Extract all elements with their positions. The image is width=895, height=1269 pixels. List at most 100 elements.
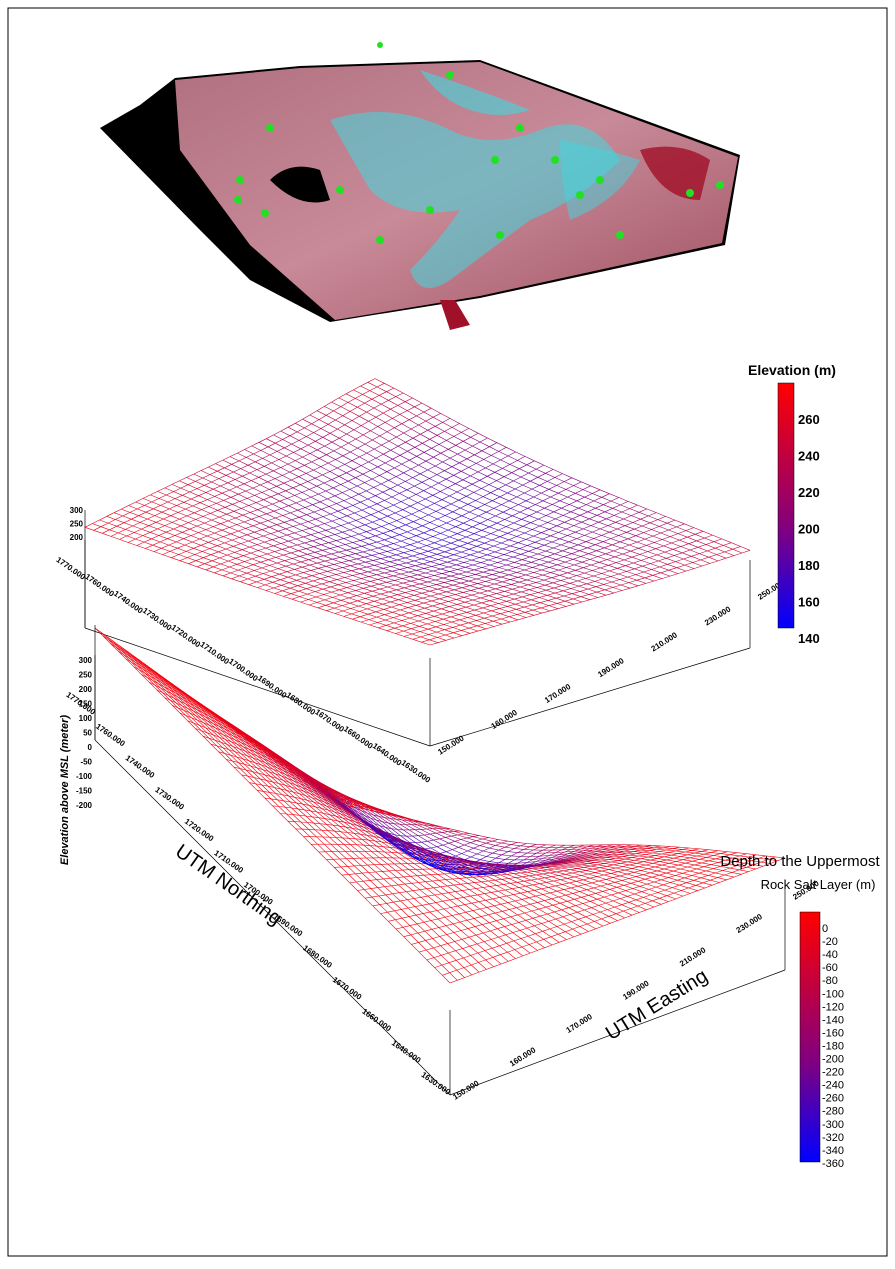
wireframe-line <box>401 498 409 502</box>
wireframe-line <box>210 471 217 474</box>
wireframe-line <box>630 586 638 588</box>
wireframe-line <box>445 630 454 633</box>
wireframe-line <box>278 531 287 535</box>
wireframe-line <box>283 516 292 520</box>
wireframe-line <box>429 554 437 556</box>
wireframe-line <box>400 900 407 901</box>
wireframe-line <box>355 394 362 398</box>
wireframe-line <box>418 575 427 578</box>
wireframe-line <box>448 530 457 534</box>
wireframe-line <box>342 532 351 536</box>
wireframe-line <box>378 620 386 623</box>
wireframe-line <box>446 555 454 558</box>
wireframe-line <box>358 448 367 453</box>
wireframe-line <box>684 524 693 528</box>
wireframe-line <box>316 517 324 520</box>
wireframe-line <box>454 432 461 436</box>
wireframe-line <box>154 548 161 551</box>
wireframe-line <box>216 539 225 543</box>
wireframe-line <box>465 488 474 492</box>
wireframe-line <box>333 559 342 562</box>
wireframe-line <box>480 480 489 484</box>
wireframe-line <box>424 567 432 569</box>
wireframe-line <box>387 582 396 585</box>
wireframe-line <box>399 603 407 605</box>
wireframe-line <box>594 497 602 501</box>
wireframe-line <box>540 565 549 568</box>
wireframe-line <box>328 460 335 464</box>
wireframe-line <box>296 500 303 503</box>
wireframe-line <box>213 527 222 531</box>
wireframe-line <box>489 481 497 485</box>
wireframe-line <box>428 430 437 435</box>
wireframe-line <box>438 560 447 563</box>
wireframe-line <box>611 501 620 505</box>
wireframe-line <box>478 472 487 476</box>
wireframe-line <box>168 502 177 506</box>
wireframe-line <box>320 537 328 539</box>
wireframe-line <box>596 505 604 509</box>
wireframe-line <box>468 615 476 617</box>
wireframe-line <box>557 565 566 568</box>
wireframe-line <box>391 567 400 570</box>
wireframe-line <box>654 579 662 581</box>
wireframe-line <box>453 508 461 512</box>
wireframe-line <box>350 882 357 883</box>
wireframe-line <box>435 622 444 625</box>
wireframe-line <box>406 525 415 529</box>
wireframe-line <box>443 422 452 427</box>
wireframe-line <box>237 487 246 491</box>
wireframe-line <box>133 522 140 526</box>
wireframe-line <box>369 575 377 577</box>
wireframe-line <box>252 559 261 562</box>
wireframe-line <box>488 591 497 594</box>
wireframe-line <box>400 455 409 460</box>
wireframe-line <box>656 513 665 517</box>
wireframe-line <box>356 474 363 478</box>
wireframe-line <box>451 543 460 546</box>
wireframe-line <box>273 471 282 476</box>
wireframe-line <box>598 554 606 557</box>
wireframe-line <box>614 551 623 554</box>
wireframe-line <box>424 533 433 537</box>
wireframe-line <box>452 463 460 467</box>
wireframe-line <box>253 485 260 488</box>
wireframe-line <box>339 588 347 590</box>
wireframe-line <box>575 490 583 494</box>
wireframe-line <box>498 489 507 493</box>
wireframe-line <box>377 615 385 617</box>
wireframe-line <box>715 548 724 552</box>
wireframe-line <box>447 597 456 600</box>
wireframe-line <box>707 548 715 551</box>
wireframe-line <box>241 506 248 509</box>
wireframe-line <box>457 492 466 496</box>
wireframe-line <box>300 597 309 600</box>
wireframe-line <box>170 700 176 703</box>
wireframe-line <box>440 488 448 492</box>
wireframe-line <box>681 547 690 551</box>
wireframe-line <box>424 875 431 876</box>
wireframe-line <box>467 455 475 459</box>
wireframe-line <box>253 562 261 565</box>
wireframe-line <box>333 485 340 488</box>
wireframe-line <box>444 622 452 624</box>
wireframe-line <box>385 886 392 887</box>
wireframe-line <box>442 500 451 504</box>
wireframe-line <box>233 504 242 508</box>
wireframe-line <box>474 534 483 537</box>
wireframe-line <box>448 484 456 488</box>
wireframe-line <box>285 559 293 561</box>
wireframe-line <box>556 596 564 598</box>
wireframe-line <box>448 527 456 530</box>
wireframe-line <box>588 587 596 589</box>
wireframe-line <box>324 406 333 411</box>
wireframe-line <box>468 883 475 884</box>
wireframe-line <box>391 602 400 605</box>
wireframe-line <box>578 545 587 548</box>
wireframe-line <box>301 602 310 605</box>
wireframe-line <box>417 875 424 876</box>
wireframe-line <box>296 575 305 578</box>
wireframe-line <box>553 469 562 473</box>
wireframe-line <box>306 473 315 478</box>
wireframe-line <box>155 516 164 519</box>
